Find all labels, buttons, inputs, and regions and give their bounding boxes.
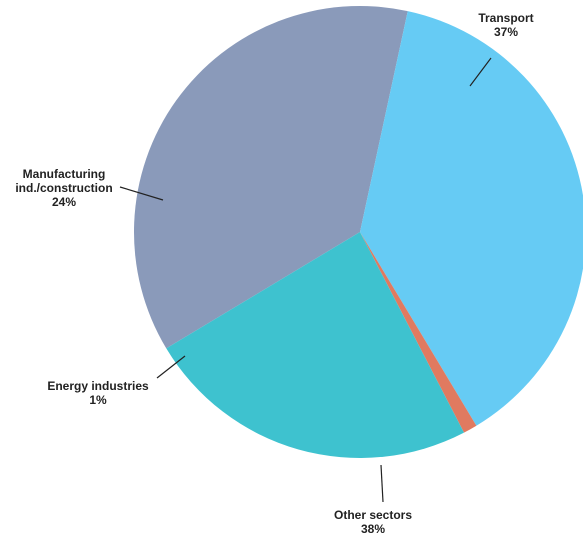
slice-value-energy-industries: 1% bbox=[89, 393, 107, 407]
slice-manufacturing-ind-construction bbox=[166, 232, 465, 459]
leader-line-other-sectors bbox=[380, 464, 384, 503]
slice-value-other-sectors: 38% bbox=[361, 522, 385, 536]
slice-label-energy-industries: Energy industries 1% bbox=[47, 379, 149, 407]
leader-lines bbox=[119, 57, 492, 503]
pie-slices bbox=[133, 5, 583, 459]
slice-value-manufacturing-ind-construction: 24% bbox=[52, 195, 76, 209]
slice-energy-industries bbox=[360, 232, 477, 433]
slice-label-manufacturing-ind-construction: Manufacturing ind./construction 24% bbox=[15, 167, 112, 209]
slice-value-transport: 37% bbox=[494, 25, 518, 39]
leader-line-energy-industries bbox=[156, 355, 186, 379]
leader-line-transport bbox=[469, 57, 492, 87]
slice-transport bbox=[133, 5, 408, 349]
slice-other-sectors bbox=[360, 11, 583, 426]
leader-line-manufacturing-ind-construction bbox=[119, 186, 164, 201]
slice-labels: Transport 37% Other sectors 38% Energy indus… bbox=[15, 11, 533, 536]
slice-label-transport: Transport 37% bbox=[478, 11, 533, 39]
slice-label-other-sectors: Other sectors 38% bbox=[334, 508, 412, 536]
